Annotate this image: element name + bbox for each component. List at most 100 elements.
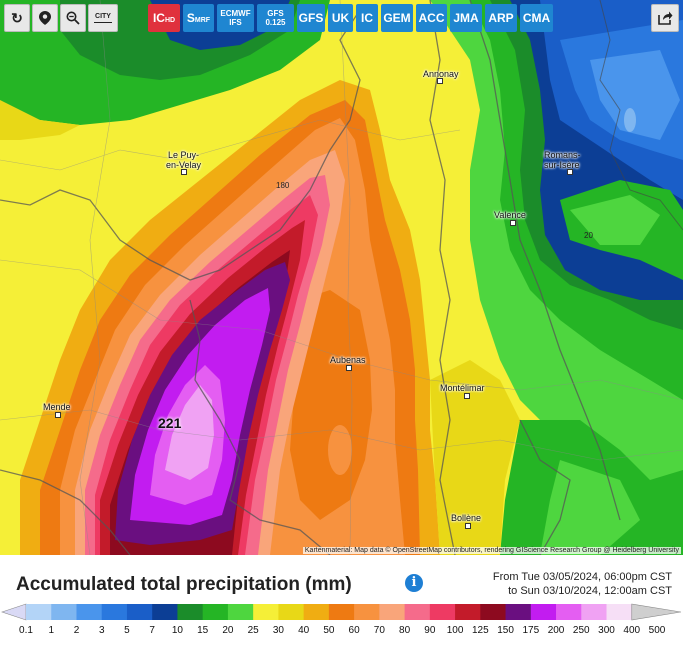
scale-label: 10 <box>171 625 183 636</box>
scale-swatch <box>126 604 153 620</box>
scale-swatch <box>303 604 330 620</box>
model-gfs-label: GFS <box>298 11 324 25</box>
scale-label: 70 <box>373 625 385 636</box>
city-montelimar: Montélimar <box>440 383 485 393</box>
scale-swatch <box>152 604 178 620</box>
city-romans: Romans- sur-Isère <box>544 150 581 170</box>
scale-swatch <box>556 604 582 620</box>
model-cma-button[interactable]: CMA <box>520 4 553 32</box>
scale-swatch <box>606 604 633 620</box>
time-range-to: to Sun 03/10/2024, 12:00am CST <box>508 585 672 597</box>
model-jma-label: JMA <box>453 11 479 25</box>
model-ic-label: IC <box>361 11 373 25</box>
scale-label: 150 <box>497 625 514 636</box>
model-arp-label: ARP <box>488 11 514 25</box>
time-range: From Tue 03/05/2024, 06:00pm CST to Sun … <box>493 570 672 598</box>
scale-label: 3 <box>98 625 105 636</box>
scale-swatch <box>51 604 77 620</box>
share-button[interactable] <box>651 4 679 32</box>
city-aubenas-marker <box>346 365 352 371</box>
city-le-puy: Le Puy- en-Velay <box>166 150 202 170</box>
zoom-out-button[interactable] <box>60 4 86 32</box>
scale-label: 20 <box>222 625 234 636</box>
model-arp-button[interactable]: ARP <box>485 4 517 32</box>
city-annonay-marker <box>437 78 443 84</box>
scale-swatch <box>354 604 380 620</box>
scale-label: 0.1 <box>19 625 33 636</box>
model-cma-label: CMA <box>522 11 551 25</box>
scale-swatch <box>202 604 229 620</box>
model-ic-button[interactable]: IC <box>356 4 378 32</box>
model-gem-button[interactable]: GEM <box>381 4 413 32</box>
model-gem-label: GEM <box>383 11 411 25</box>
scale-swatch <box>101 604 128 620</box>
reload-button[interactable]: ↻ <box>4 4 30 32</box>
precipitation-field <box>0 0 683 555</box>
scale-label: 25 <box>247 625 259 636</box>
scale-label: 90 <box>424 625 436 636</box>
scale-label: 30 <box>272 625 284 636</box>
location-pin-icon <box>39 11 51 25</box>
model-ichd-label: IC <box>152 11 165 25</box>
location-button[interactable] <box>32 4 58 32</box>
scale-swatch <box>26 604 52 620</box>
model-ichd-sub: HD <box>164 17 176 24</box>
scale-label: 1 <box>48 625 55 636</box>
zoom-out-icon <box>66 11 80 25</box>
contour-label-20: 20 <box>584 231 593 240</box>
scale-swatch <box>505 604 532 620</box>
scale-swatch <box>429 604 456 620</box>
time-range-from: From Tue 03/05/2024, 06:00pm CST <box>492 571 672 583</box>
model-ecmwf-button[interactable]: ECMWF IFS <box>217 4 254 32</box>
model-jma-button[interactable]: JMA <box>450 4 482 32</box>
scale-arrow-left <box>1 603 27 621</box>
scale-swatch <box>278 604 305 620</box>
city-toggle-button[interactable]: CITY <box>88 4 118 32</box>
scale-swatch <box>455 604 481 620</box>
precipitation-map[interactable]: ↻ CITY IC HD S MRF ECMWF IFS GFS 0.125 GFS… <box>0 0 683 555</box>
model-smrf-button[interactable]: S MRF <box>183 4 214 32</box>
map-credit: Kartenmaterial: Map data © OpenStreetMap… <box>302 547 681 554</box>
city-label: CITY <box>95 13 111 20</box>
reload-icon: ↻ <box>11 9 23 26</box>
model-smrf-label: S <box>186 11 195 25</box>
scale-label: 200 <box>547 625 565 636</box>
city-valence: Valence <box>494 210 526 220</box>
scale-label: 175 <box>522 625 540 636</box>
city-mende: Mende <box>43 402 71 412</box>
scale-swatch <box>530 604 557 620</box>
scale-swatch <box>227 604 254 620</box>
scale-swatch <box>76 604 103 620</box>
scale-swatch <box>253 604 279 620</box>
color-scale-bar <box>1 603 682 621</box>
model-ecmwf-label: ECMWF IFS <box>220 9 251 27</box>
scale-label: 5 <box>124 625 130 636</box>
scale-arrow-right <box>631 603 682 621</box>
city-mende-marker <box>55 412 61 418</box>
scale-swatch <box>581 604 608 620</box>
scale-swatch <box>379 604 406 620</box>
model-uk-button[interactable]: UK <box>328 4 353 32</box>
share-icon <box>658 11 673 25</box>
city-valence-marker <box>510 220 516 226</box>
city-romans-marker <box>567 169 573 175</box>
contour-label-180: 180 <box>276 181 290 190</box>
model-smrf-sub: MRF <box>194 17 211 24</box>
info-icon[interactable]: i <box>405 574 423 592</box>
scale-label: 60 <box>348 625 360 636</box>
model-gfs0125-button[interactable]: GFS 0.125 <box>257 4 294 32</box>
scale-label: 125 <box>471 625 489 636</box>
model-gfs-button[interactable]: GFS <box>297 4 325 32</box>
city-underline <box>94 22 112 23</box>
model-acc-button[interactable]: ACC <box>416 4 447 32</box>
city-montelimar-marker <box>464 393 470 399</box>
legend-title: Accumulated total precipitation (mm) <box>16 574 352 595</box>
model-uk-label: UK <box>331 11 350 25</box>
scale-label: 400 <box>623 625 641 636</box>
city-bollene: Bollène <box>451 513 482 523</box>
model-ichd-button[interactable]: IC HD <box>148 4 180 32</box>
scale-swatch <box>328 604 355 620</box>
scale-label: 40 <box>298 625 310 636</box>
scale-label: 500 <box>648 625 666 636</box>
scale-label: 7 <box>149 625 155 636</box>
